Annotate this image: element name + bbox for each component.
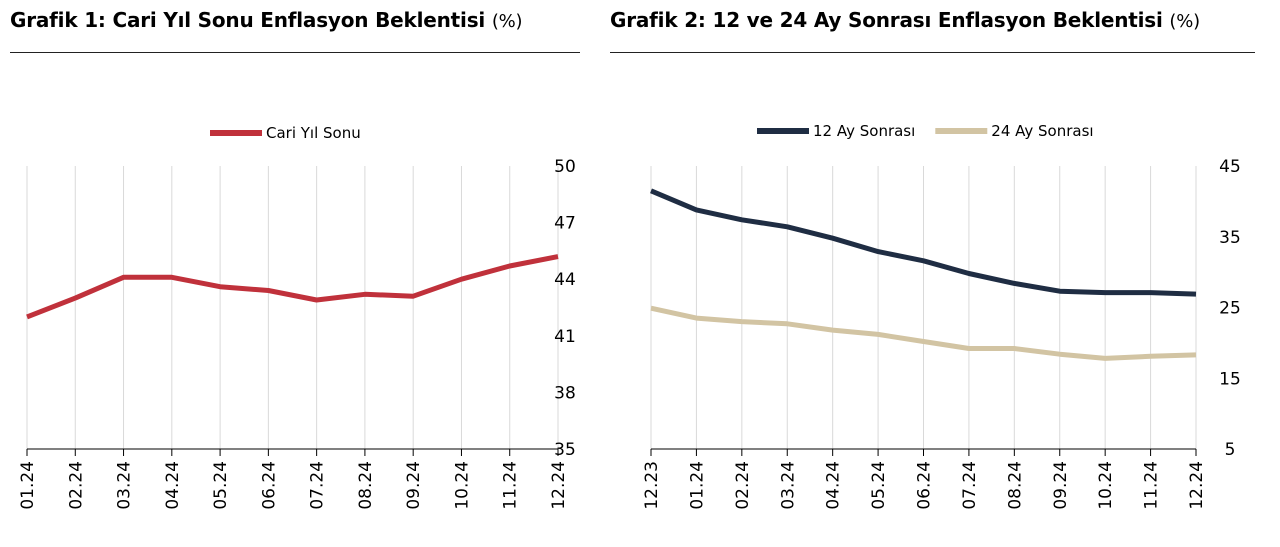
chart-unit: (%) — [491, 11, 523, 32]
legend-label: 12 Ay Sonrası — [813, 122, 915, 140]
x-tick-label: 11.24 — [1142, 461, 1162, 510]
y-tick-label: 35 — [554, 440, 576, 460]
x-tick-label: 04.24 — [163, 461, 183, 510]
x-tick-label: 03.24 — [778, 461, 798, 510]
x-tick-label: 05.24 — [869, 461, 889, 510]
y-tick-label: 15 — [1219, 369, 1241, 389]
x-tick-label: 01.24 — [18, 461, 38, 510]
x-tick-label: 04.24 — [824, 461, 844, 510]
y-tick-label: 38 — [554, 383, 576, 403]
x-tick-label: 10.24 — [452, 461, 472, 510]
legend-label: 24 Ay Sonrası — [991, 122, 1093, 140]
chart-panel-2: Grafik 2: 12 ve 24 Ay Sonrası Enflasyon … — [610, 0, 1280, 547]
x-tick-label: 10.24 — [1096, 461, 1116, 510]
x-tick-label: 08.24 — [356, 461, 376, 510]
series-line — [650, 305, 1197, 361]
x-tick-label: 07.24 — [960, 461, 980, 510]
chart-panel-1: Grafik 1: Cari Yıl Sonu Enflasyon Beklen… — [0, 0, 585, 547]
x-tick-label: 09.24 — [404, 461, 424, 510]
title-underline — [10, 52, 580, 53]
chart-title-text: Grafik 1: Cari Yıl Sonu Enflasyon Beklen… — [10, 8, 486, 32]
y-tick-label: 35 — [1219, 228, 1241, 248]
x-tick-label: 12.24 — [1187, 461, 1207, 510]
chart-unit: (%) — [1169, 11, 1200, 32]
x-tick-label: 12.24 — [549, 461, 569, 510]
legend-label: Cari Yıl Sonu — [266, 124, 361, 142]
x-tick-label: 12.23 — [642, 461, 662, 510]
x-tick-label: 06.24 — [259, 461, 279, 510]
x-tick-label: 02.24 — [66, 461, 86, 510]
title-underline — [610, 52, 1255, 53]
x-tick-label: 02.24 — [733, 461, 753, 510]
y-tick-label: 50 — [554, 157, 576, 177]
series-line — [650, 188, 1197, 297]
y-tick-label: 47 — [554, 214, 576, 234]
x-tick-label: 05.24 — [211, 461, 231, 510]
x-tick-label: 01.24 — [687, 461, 707, 510]
x-tick-label: 09.24 — [1051, 461, 1071, 510]
y-tick-label: 5 — [1225, 440, 1236, 460]
x-tick-label: 06.24 — [915, 461, 935, 510]
chart-title-text: Grafik 2: 12 ve 24 Ay Sonrası Enflasyon … — [610, 8, 1163, 32]
x-tick-label: 08.24 — [1005, 461, 1025, 510]
chart-2-plot: 12.23 01.24 02.24 03.24 04.24 05.24 06.24 07.24… — [642, 122, 1241, 510]
chart-title: Grafik 1: Cari Yıl Sonu Enflasyon Beklen… — [10, 8, 523, 32]
x-tick-label: 03.24 — [115, 461, 135, 510]
y-tick-label: 45 — [1219, 157, 1241, 177]
x-tick-label: 11.24 — [501, 461, 521, 510]
x-tick-label: 07.24 — [308, 461, 328, 510]
y-tick-label: 44 — [554, 270, 576, 290]
y-tick-label: 25 — [1219, 299, 1241, 319]
series-line — [26, 254, 559, 320]
chart-1-plot: 01.24 02.24 03.24 04.24 05.24 06.24 07.24 08.24… — [18, 124, 576, 510]
chart-title: Grafik 2: 12 ve 24 Ay Sonrası Enflasyon … — [610, 8, 1200, 32]
y-tick-label: 41 — [554, 327, 576, 347]
